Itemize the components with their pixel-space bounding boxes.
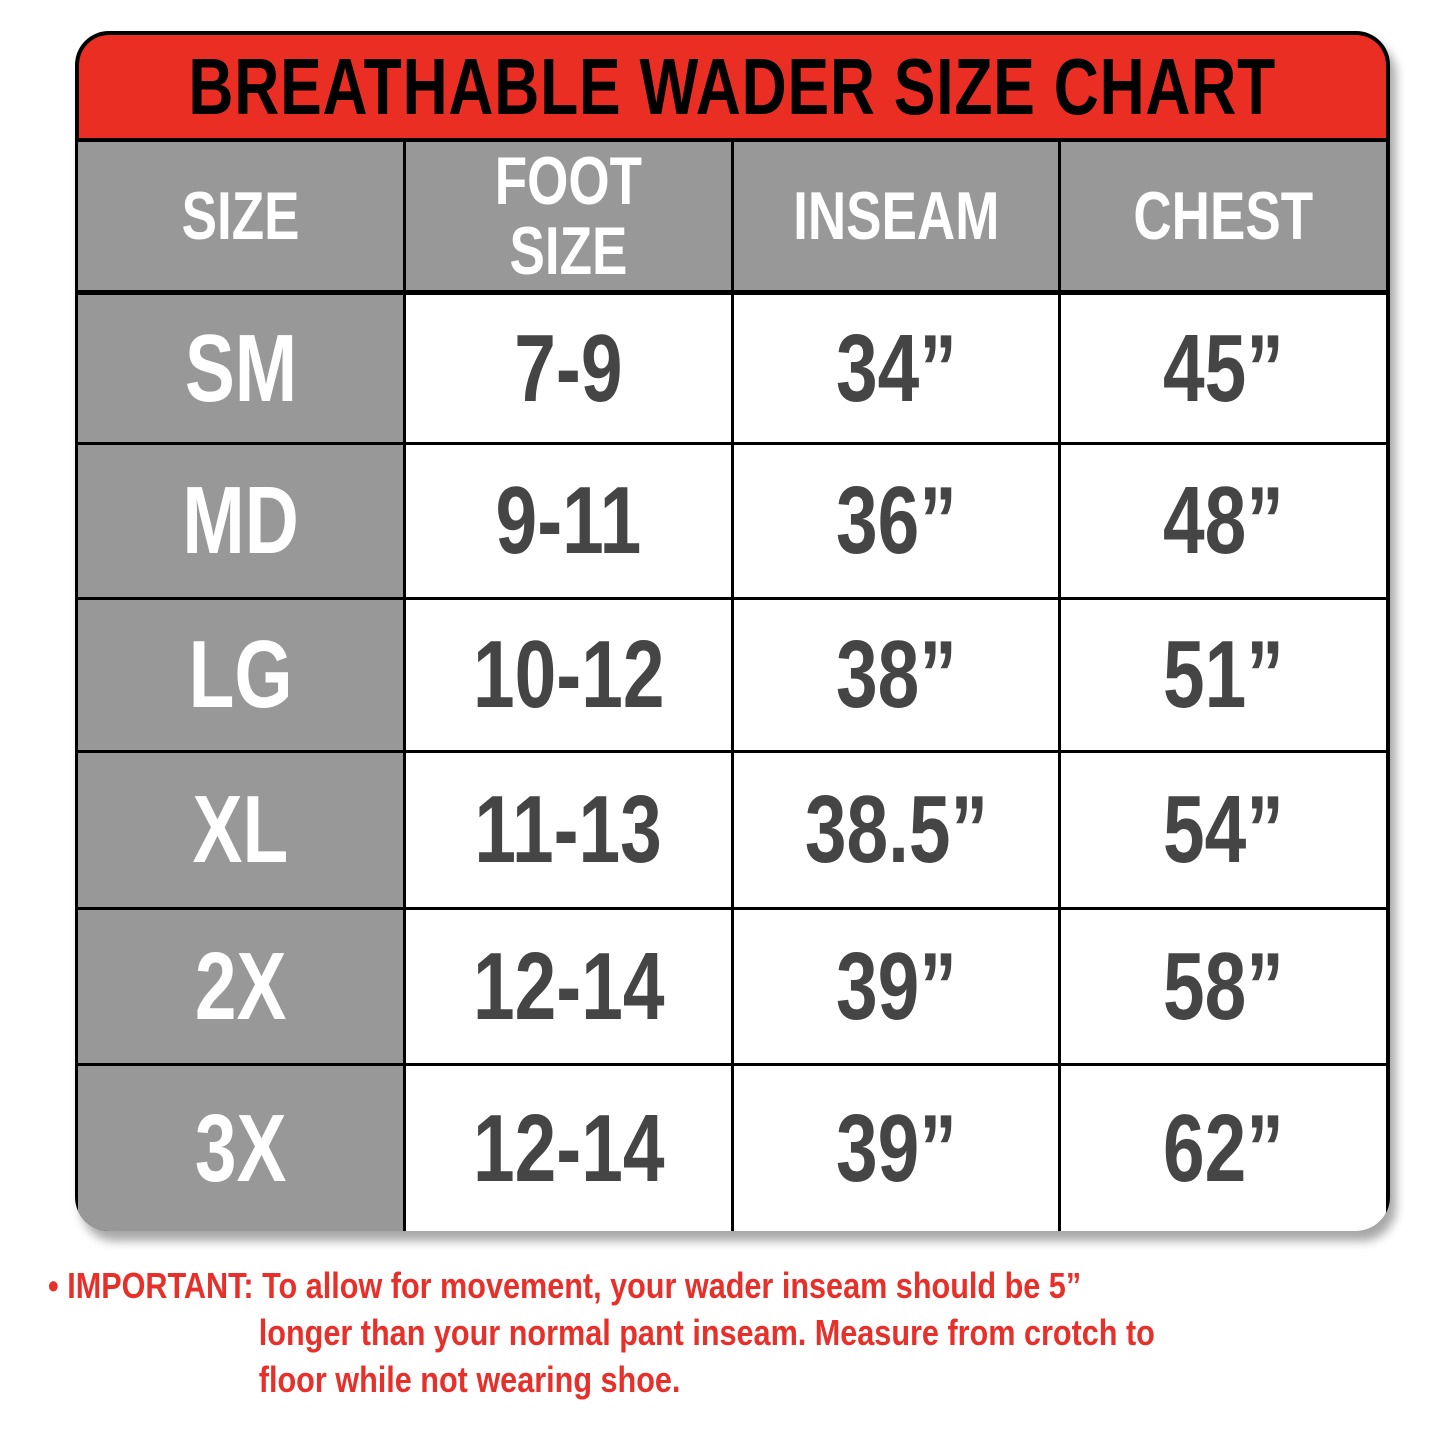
header-inseam-label: INSEAM bbox=[792, 178, 1000, 254]
cell-inseam: 36” bbox=[734, 445, 1058, 597]
cell-size-label: MD bbox=[182, 467, 299, 574]
cell-size-label: SM bbox=[184, 314, 297, 422]
cell-foot: 7-9 bbox=[406, 295, 731, 442]
cell-foot-label: 12-14 bbox=[472, 1094, 665, 1202]
cell-foot: 12-14 bbox=[406, 1066, 731, 1231]
cell-chest-label: 45” bbox=[1163, 314, 1284, 422]
cell-inseam-label: 38.5” bbox=[804, 776, 988, 883]
header-size-label: SIZE bbox=[181, 178, 300, 254]
important-note: • IMPORTANT: To allow for movement, your… bbox=[48, 1262, 1350, 1403]
cell-size: 3X bbox=[78, 1066, 403, 1231]
header-foot-size-line: SIZE bbox=[509, 213, 628, 289]
cell-size: XL bbox=[78, 753, 403, 907]
header-size: SIZE bbox=[78, 142, 403, 290]
cell-chest-label: 62” bbox=[1163, 1094, 1284, 1202]
header-foot-size-label: FOOT SIZE bbox=[495, 146, 642, 286]
cell-size-label: 3X bbox=[194, 1094, 287, 1202]
cell-foot-label: 12-14 bbox=[472, 932, 665, 1040]
cell-size: SM bbox=[78, 295, 403, 442]
size-chart-card: BREATHABLE WADER SIZE CHART SIZE FOOT SIZE… bbox=[75, 31, 1390, 1231]
cell-size-label: 2X bbox=[194, 932, 287, 1040]
cell-inseam: 39” bbox=[734, 910, 1058, 1063]
cell-size: LG bbox=[78, 600, 403, 750]
cell-inseam: 38.5” bbox=[734, 753, 1058, 907]
cell-foot: 10-12 bbox=[406, 600, 731, 750]
cell-chest-label: 54” bbox=[1163, 776, 1284, 883]
cell-foot: 9-11 bbox=[406, 445, 731, 597]
cell-size: 2X bbox=[78, 910, 403, 1063]
cell-chest-label: 58” bbox=[1163, 932, 1284, 1040]
cell-inseam: 38” bbox=[734, 600, 1058, 750]
note-line-2: longer than your normal pant inseam. Mea… bbox=[258, 1312, 1155, 1353]
cell-foot-label: 7-9 bbox=[514, 314, 623, 422]
cell-chest: 54” bbox=[1061, 753, 1386, 907]
note-line-1: • IMPORTANT: To allow for movement, your… bbox=[48, 1265, 1082, 1306]
header-foot-size: FOOT SIZE bbox=[406, 142, 731, 290]
cell-size-label: XL bbox=[192, 776, 289, 883]
cell-inseam: 34” bbox=[734, 295, 1058, 442]
header-inseam: INSEAM bbox=[734, 142, 1058, 290]
chart-title-band: BREATHABLE WADER SIZE CHART bbox=[79, 35, 1386, 138]
cell-chest: 48” bbox=[1061, 445, 1386, 597]
cell-inseam-label: 38” bbox=[835, 621, 957, 728]
cell-foot-label: 10-12 bbox=[472, 621, 665, 728]
cell-inseam-label: 39” bbox=[835, 932, 957, 1040]
header-foot-size-line: FOOT bbox=[494, 143, 643, 219]
cell-chest-label: 51” bbox=[1163, 621, 1284, 728]
cell-size-label: LG bbox=[188, 621, 293, 728]
cell-chest: 51” bbox=[1061, 600, 1386, 750]
cell-inseam-label: 39” bbox=[835, 1094, 957, 1202]
cell-chest-label: 48” bbox=[1163, 467, 1284, 574]
cell-foot: 12-14 bbox=[406, 910, 731, 1063]
header-chest-label: CHEST bbox=[1133, 178, 1314, 254]
cell-chest: 62” bbox=[1061, 1066, 1386, 1231]
note-line-3: floor while not wearing shoe. bbox=[258, 1359, 681, 1400]
cell-foot-label: 11-13 bbox=[474, 776, 663, 883]
cell-chest: 58” bbox=[1061, 910, 1386, 1063]
chart-title: BREATHABLE WADER SIZE CHART bbox=[188, 41, 1277, 131]
header-chest: CHEST bbox=[1061, 142, 1386, 290]
cell-chest: 45” bbox=[1061, 295, 1386, 442]
cell-inseam-label: 34” bbox=[835, 314, 957, 422]
cell-inseam: 39” bbox=[734, 1066, 1058, 1231]
cell-size: MD bbox=[78, 445, 403, 597]
cell-foot-label: 9-11 bbox=[495, 467, 642, 574]
cell-foot: 11-13 bbox=[406, 753, 731, 907]
cell-inseam-label: 36” bbox=[835, 467, 957, 574]
